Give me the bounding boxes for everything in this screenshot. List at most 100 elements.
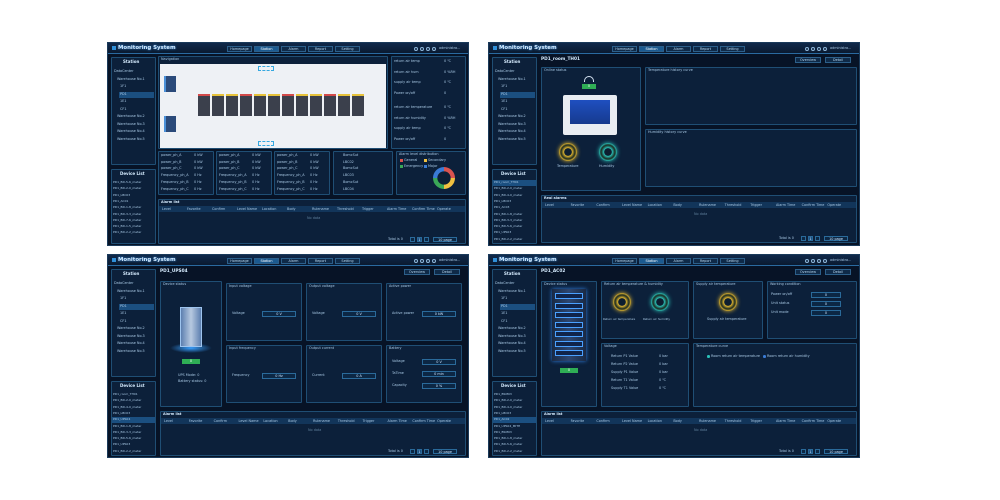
page-size[interactable]: 10 page	[824, 449, 848, 454]
user-name[interactable]: administra...	[439, 258, 461, 262]
header-button[interactable]: Overview	[404, 269, 430, 275]
device-item[interactable]: PD1_LBC03	[113, 192, 131, 197]
nav-tab[interactable]: Alarm	[666, 45, 691, 52]
header-button[interactable]: Overview	[795, 57, 821, 63]
nav-tab[interactable]: Setting	[335, 45, 360, 52]
device-item[interactable]: PD1_room_TH01	[493, 180, 536, 186]
page-number[interactable]: 1	[808, 236, 813, 241]
header-button[interactable]: Detail	[825, 57, 851, 63]
header-icon[interactable]	[420, 258, 424, 263]
nav-tab[interactable]: Station	[254, 257, 279, 264]
device-item[interactable]: PD1_UPS03	[494, 230, 512, 235]
device-item[interactable]: PD1_BD-1-8_meter	[494, 436, 523, 441]
page-next[interactable]	[424, 237, 429, 242]
device-item[interactable]: PD1_BD-5-6_meter	[113, 436, 142, 441]
header-icon[interactable]	[811, 46, 815, 51]
device-item[interactable]: PD1_BD-4-0_meter	[494, 404, 523, 409]
header-button[interactable]: Overview	[795, 269, 821, 275]
tree-item[interactable]: DataCenter	[114, 69, 134, 73]
tree-item[interactable]: Warehouse No.1	[117, 76, 145, 81]
tree-item[interactable]: Warehouse No.3	[498, 121, 526, 126]
tree-item[interactable]: Warehouse No.3	[117, 121, 145, 126]
header-icon[interactable]	[805, 46, 809, 51]
device-item[interactable]: PD1_AC02	[493, 417, 536, 424]
device-item[interactable]: PD1_LBC03	[113, 410, 131, 415]
tree-item[interactable]: 1F1	[120, 296, 127, 300]
device-item[interactable]: PD1_BD-4-0_meter	[494, 192, 523, 197]
header-button[interactable]: Detail	[825, 269, 851, 275]
tree-item[interactable]: Warehouse No.4	[117, 129, 145, 133]
device-item[interactable]: PD1_BD-5-6_meter	[494, 224, 523, 229]
header-icon[interactable]	[823, 258, 827, 263]
device-item[interactable]: PD1_BD-3-3_meter	[494, 217, 523, 222]
device-item[interactable]: PD1_BD-2-0_meter	[113, 186, 142, 191]
header-icon[interactable]	[811, 258, 815, 263]
header-icon[interactable]	[414, 258, 418, 263]
header-icon[interactable]	[805, 258, 809, 263]
tree-item[interactable]: CF1	[501, 318, 508, 323]
tree-item[interactable]: Warehouse No.3	[498, 333, 526, 338]
user-name[interactable]: administra...	[439, 46, 461, 50]
tree-item[interactable]: Warehouse No.5	[498, 136, 526, 141]
tree-item[interactable]: Warehouse No.2	[498, 326, 526, 330]
tree-item[interactable]: Warehouse No.4	[117, 341, 145, 345]
tree-item[interactable]: 1E1	[501, 99, 508, 103]
page-size[interactable]: 10 page	[433, 449, 457, 454]
tree-item[interactable]: Warehouse No.4	[498, 129, 526, 133]
header-icon[interactable]	[426, 46, 430, 51]
nav-tab[interactable]: Setting	[720, 45, 745, 52]
tree-item[interactable]: CF1	[120, 106, 127, 111]
device-item[interactable]: PD1_BD-4-0_meter	[113, 404, 142, 409]
device-item[interactable]: PD1_BD-5-6_meter	[494, 442, 523, 447]
device-item[interactable]: PD1_BD-2-0_meter	[494, 186, 523, 191]
device-item[interactable]: PD1_LBC03	[494, 410, 512, 415]
device-item[interactable]: PD1_BSM03	[494, 429, 512, 434]
page-prev[interactable]	[801, 236, 806, 241]
device-item[interactable]: PD1_AC01	[113, 198, 129, 203]
device-item[interactable]: PD1_UPS04_MITH	[494, 423, 521, 428]
page-prev[interactable]	[801, 449, 806, 454]
tree-item[interactable]: Warehouse No.5	[117, 136, 145, 141]
page-prev[interactable]	[410, 237, 415, 242]
tree-item[interactable]: DataCenter	[114, 281, 134, 285]
nav-tab[interactable]: Alarm	[666, 257, 691, 264]
tree-item[interactable]: PD1	[119, 303, 154, 310]
tree-item[interactable]: PD1	[500, 91, 535, 98]
nav-tab[interactable]: Report	[693, 45, 718, 52]
device-item[interactable]: PD1_BSM03	[494, 392, 512, 396]
page-next[interactable]	[424, 449, 429, 454]
nav-tab[interactable]: Alarm	[281, 257, 306, 264]
page-size[interactable]: 10 page	[824, 236, 848, 241]
user-name[interactable]: administra...	[830, 258, 852, 262]
nav-tab[interactable]: Homepage	[612, 45, 637, 52]
header-icon[interactable]	[432, 46, 436, 51]
device-item[interactable]: PD1_room_TH01	[113, 392, 138, 396]
nav-tab[interactable]: Report	[308, 257, 333, 264]
tree-item[interactable]: Warehouse No.3	[117, 333, 145, 338]
tree-item[interactable]: DataCenter	[495, 281, 515, 285]
tree-item[interactable]: 1E1	[120, 311, 127, 315]
tree-item[interactable]: 1F1	[501, 84, 508, 88]
nav-tab[interactable]: Alarm	[281, 45, 306, 52]
header-icon[interactable]	[414, 46, 418, 51]
device-item[interactable]: PD1_BD-2-2_meter	[494, 448, 523, 453]
tree-item[interactable]: Warehouse No.2	[117, 114, 145, 118]
nav-tab[interactable]: Homepage	[612, 257, 637, 264]
tree-item[interactable]: 1E1	[120, 99, 127, 103]
device-item[interactable]: PD1_BD-3-3_meter	[113, 211, 142, 216]
device-item[interactable]: PD1_BD-2-0_meter	[113, 398, 142, 403]
nav-tab[interactable]: Setting	[335, 257, 360, 264]
page-prev[interactable]	[410, 449, 415, 454]
header-icon[interactable]	[823, 46, 827, 51]
page-size[interactable]: 10 page	[433, 237, 457, 242]
nav-tab[interactable]: Station	[254, 45, 279, 52]
tree-item[interactable]: Warehouse No.5	[498, 348, 526, 353]
page-number[interactable]: 1	[808, 449, 813, 454]
device-item[interactable]: PD1_BD-2-2_meter	[113, 448, 142, 453]
device-item[interactable]: PD1_BD-7-6_meter	[113, 217, 142, 222]
device-item[interactable]: PD1_BD-1-5_meter	[113, 224, 142, 229]
page-next[interactable]	[815, 236, 820, 241]
device-item[interactable]: PD1_BD-1-8_meter	[494, 211, 523, 216]
device-item[interactable]: PD1_BD-3-3_meter	[113, 429, 142, 434]
device-item[interactable]: PD1_LBC03	[494, 198, 512, 203]
